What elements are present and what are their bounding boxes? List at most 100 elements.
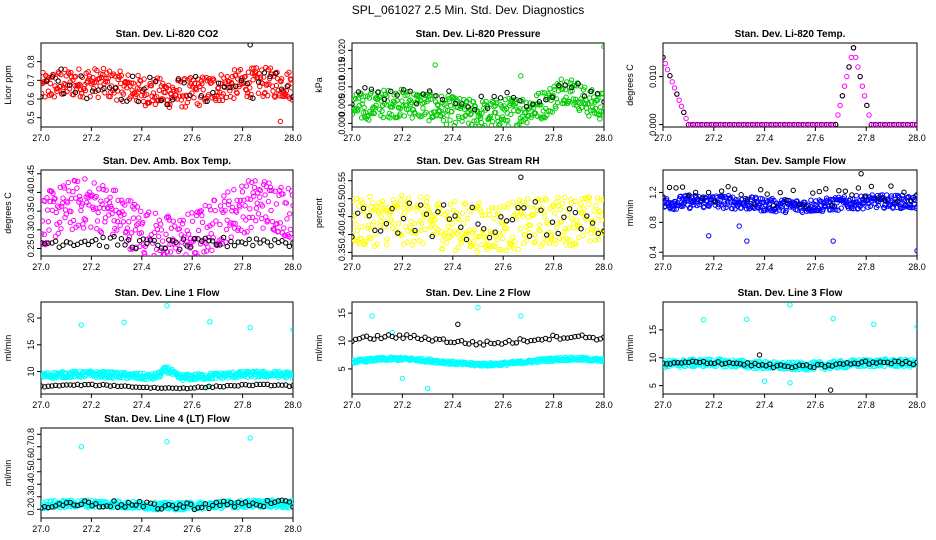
data-point xyxy=(54,88,60,95)
reference-point xyxy=(568,334,574,341)
reference-point xyxy=(510,94,517,101)
reference-point xyxy=(440,202,447,208)
reference-point xyxy=(118,383,125,389)
data-point xyxy=(388,217,394,223)
reference-point xyxy=(290,240,293,246)
data-point xyxy=(167,101,173,108)
data-point xyxy=(102,78,109,85)
x-tick-label: 27.8 xyxy=(857,262,875,272)
y-tick-label: 0.8 xyxy=(648,216,658,229)
data-point xyxy=(531,240,537,246)
reference-point xyxy=(198,504,205,511)
data-point xyxy=(142,250,148,256)
reference-point xyxy=(678,360,685,366)
reference-point xyxy=(151,501,157,507)
data-point xyxy=(419,240,426,246)
data-point xyxy=(109,72,115,79)
data-point xyxy=(424,194,430,201)
data-point xyxy=(600,91,604,97)
data-point xyxy=(586,194,593,201)
reference-point xyxy=(492,229,498,235)
reference-point xyxy=(704,360,710,367)
reference-point xyxy=(797,201,803,207)
y-tick-label: 20 xyxy=(26,313,36,323)
chart-title: Stan. Dev. Li-820 Pressure xyxy=(416,29,541,40)
reference-point xyxy=(509,340,516,346)
data-point xyxy=(221,198,228,205)
reference-point xyxy=(894,198,901,205)
data-point xyxy=(79,200,85,207)
data-point xyxy=(456,115,462,121)
data-point xyxy=(86,189,93,195)
data-point xyxy=(55,230,61,237)
data-point xyxy=(220,91,226,97)
data-point xyxy=(524,237,530,244)
data-point xyxy=(686,194,692,200)
data-point xyxy=(913,193,917,199)
data-point xyxy=(242,73,248,80)
data-point xyxy=(417,194,424,200)
reference-point xyxy=(785,363,791,370)
data-point xyxy=(714,194,720,201)
chart-title: Stan. Dev. Line 4 (LT) Flow xyxy=(104,414,230,425)
y-tick-label: 1.2 xyxy=(648,186,658,199)
reference-point xyxy=(213,383,220,389)
reference-point xyxy=(475,221,481,227)
reference-point xyxy=(692,189,699,196)
reference-point xyxy=(253,381,260,388)
data-point xyxy=(77,93,83,100)
reference-point xyxy=(164,101,170,108)
reference-point xyxy=(184,385,190,392)
data-point xyxy=(472,103,478,110)
data-point xyxy=(841,83,848,89)
reference-point xyxy=(209,238,216,244)
data-point xyxy=(78,322,85,328)
reference-point xyxy=(663,360,666,366)
data-point xyxy=(404,239,410,245)
reference-point xyxy=(790,187,796,194)
data-point xyxy=(50,71,56,78)
data-point xyxy=(543,197,549,203)
data-point xyxy=(419,220,425,227)
data-point xyxy=(509,234,515,240)
reference-point xyxy=(480,342,487,348)
data-point xyxy=(892,192,898,199)
reference-point xyxy=(45,504,52,511)
reference-point xyxy=(393,335,399,341)
data-point xyxy=(222,207,228,214)
x-tick-label: 27.2 xyxy=(83,400,101,410)
data-point xyxy=(706,233,712,239)
reference-point xyxy=(195,236,201,242)
data-point xyxy=(247,196,254,202)
data-point xyxy=(44,207,51,213)
data-point xyxy=(383,241,390,248)
data-point xyxy=(537,228,543,234)
reference-point xyxy=(523,104,530,110)
reference-point xyxy=(829,202,836,209)
data-point xyxy=(247,206,253,212)
data-points xyxy=(41,435,293,513)
data-point xyxy=(165,214,172,221)
data-point xyxy=(68,208,74,215)
data-point xyxy=(127,83,133,89)
data-point xyxy=(106,68,113,74)
x-tick-label: 27.0 xyxy=(32,262,50,272)
data-point xyxy=(226,198,232,204)
data-point xyxy=(191,94,197,101)
data-points xyxy=(352,43,604,127)
data-point xyxy=(400,103,406,109)
data-point xyxy=(212,207,218,214)
data-point xyxy=(516,197,523,203)
reference-point xyxy=(166,385,172,391)
x-tick-label: 27.6 xyxy=(183,262,201,272)
data-point xyxy=(201,249,207,255)
reference-point xyxy=(481,226,487,232)
reference-point xyxy=(579,332,585,338)
data-point xyxy=(397,111,403,117)
data-point xyxy=(837,102,843,109)
data-point xyxy=(424,385,431,392)
reference-point xyxy=(436,336,443,343)
reference-point xyxy=(404,332,410,338)
data-point xyxy=(473,124,479,127)
reference-point xyxy=(708,360,714,366)
